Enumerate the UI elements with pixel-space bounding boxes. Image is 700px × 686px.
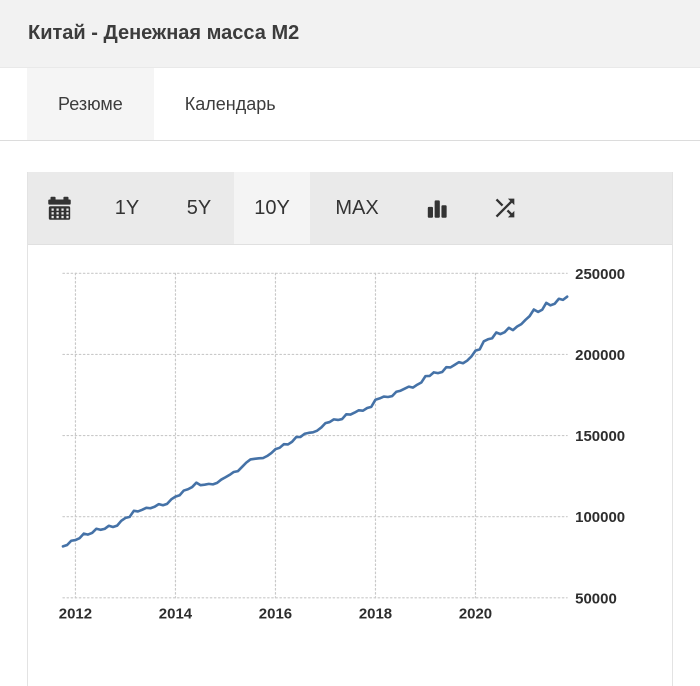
y-axis-label: 100000 xyxy=(575,509,625,526)
chart-area[interactable]: 250000 200000 150000 100000 50000 2012 2014 201… xyxy=(28,245,672,686)
page-header: Китай - Денежная масса М2 xyxy=(0,0,700,68)
calendar-button[interactable] xyxy=(28,172,90,244)
x-axis-label: 2014 xyxy=(159,606,193,623)
page-title: Китай - Денежная масса М2 xyxy=(28,22,300,44)
shuffle-icon xyxy=(491,194,519,222)
range-label-5y: 5Y xyxy=(186,196,212,219)
range-button-1y[interactable]: 1Y xyxy=(90,172,164,244)
bar-chart-icon xyxy=(424,195,450,221)
tab-calendar-label: Календарь xyxy=(184,93,276,114)
tab-summary[interactable]: Резюме xyxy=(27,68,154,140)
tab-bar: Резюме Календарь xyxy=(0,68,700,141)
range-button-5y[interactable]: 5Y xyxy=(164,172,234,244)
calendar-icon xyxy=(46,195,73,222)
y-axis-label: 200000 xyxy=(575,347,625,364)
range-label-max: MAX xyxy=(335,196,379,219)
x-axis-label: 2018 xyxy=(359,606,392,623)
m2-line-chart[interactable]: 250000 200000 150000 100000 50000 2012 2014 201… xyxy=(28,245,672,681)
y-axis-label: 250000 xyxy=(575,266,625,283)
m2-series-line xyxy=(61,295,569,548)
chart-card: 1Y 5Y 10Y MAX xyxy=(27,172,673,686)
chart-toolbar: 1Y 5Y 10Y MAX xyxy=(28,172,672,245)
range-button-10y[interactable]: 10Y xyxy=(234,172,310,244)
y-axis-label: 150000 xyxy=(575,428,625,445)
y-axis-label: 50000 xyxy=(575,590,617,607)
x-axis-label: 2020 xyxy=(459,606,492,623)
range-label-1y: 1Y xyxy=(114,196,140,219)
range-label-10y: 10Y xyxy=(254,196,290,219)
x-axis-label: 2016 xyxy=(259,606,292,623)
spacer xyxy=(0,141,700,172)
tab-calendar[interactable]: Календарь xyxy=(154,68,307,140)
range-button-max[interactable]: MAX xyxy=(310,172,404,244)
tab-summary-label: Резюме xyxy=(58,93,123,114)
compare-button[interactable] xyxy=(470,172,540,244)
x-axis-label: 2012 xyxy=(59,606,92,623)
chart-type-button[interactable] xyxy=(404,172,470,244)
